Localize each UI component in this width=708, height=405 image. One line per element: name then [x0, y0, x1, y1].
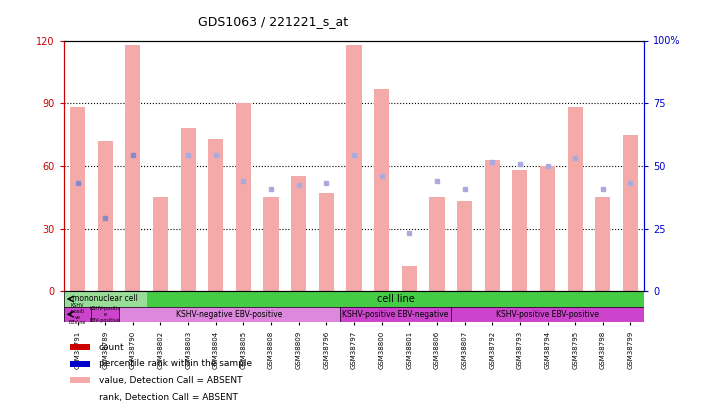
Bar: [153, 197, 168, 291]
Bar: [401, 266, 417, 291]
Text: GDS1063 / 221221_s_at: GDS1063 / 221221_s_at: [198, 15, 348, 28]
Bar: [69, 344, 90, 350]
Text: GSM38796: GSM38796: [324, 331, 329, 369]
Text: GSM38798: GSM38798: [600, 331, 606, 369]
Bar: [513, 170, 527, 291]
Text: GSM38800: GSM38800: [379, 331, 384, 369]
Bar: [98, 141, 113, 291]
Bar: [457, 201, 472, 291]
Text: GSM38806: GSM38806: [434, 331, 440, 369]
Text: GSM38805: GSM38805: [241, 331, 246, 369]
Text: GSM38809: GSM38809: [296, 331, 302, 369]
Text: GSM38792: GSM38792: [489, 331, 495, 369]
Bar: [595, 197, 610, 291]
Text: mononuclear cell: mononuclear cell: [72, 294, 138, 303]
Text: GSM38791: GSM38791: [74, 331, 81, 369]
Text: KSHV-positiv
e
EBV-positive: KSHV-positiv e EBV-positive: [90, 306, 121, 322]
Bar: [69, 377, 90, 384]
Text: GSM38794: GSM38794: [544, 331, 551, 369]
Bar: [125, 45, 140, 291]
Bar: [429, 197, 445, 291]
Bar: [319, 193, 334, 291]
Bar: [69, 361, 90, 367]
Text: GSM38804: GSM38804: [213, 331, 219, 369]
Text: KSHV-positive EBV-positive: KSHV-positive EBV-positive: [496, 310, 599, 319]
Text: KSHV-positive EBV-negative: KSHV-positive EBV-negative: [342, 310, 449, 319]
Bar: [263, 197, 279, 291]
Bar: [64, 291, 644, 307]
Bar: [208, 139, 223, 291]
Text: cell line: cell line: [377, 294, 414, 304]
Text: GSM38789: GSM38789: [102, 331, 108, 369]
Bar: [374, 89, 389, 291]
Text: rank, Detection Call = ABSENT: rank, Detection Call = ABSENT: [98, 393, 237, 402]
Bar: [181, 128, 195, 291]
Bar: [236, 103, 251, 291]
Text: GSM38801: GSM38801: [406, 331, 412, 369]
Text: KSHV
-positi
ve
EBV-ne: KSHV -positi ve EBV-ne: [69, 303, 86, 326]
Bar: [291, 176, 307, 291]
Bar: [346, 45, 362, 291]
Text: count: count: [98, 343, 124, 352]
Text: GSM38799: GSM38799: [627, 331, 634, 369]
Text: value, Detection Call = ABSENT: value, Detection Call = ABSENT: [98, 376, 242, 385]
Text: GSM38790: GSM38790: [130, 331, 136, 369]
Bar: [484, 160, 500, 291]
Bar: [540, 166, 555, 291]
Text: GSM38802: GSM38802: [157, 331, 164, 369]
Text: GSM38808: GSM38808: [268, 331, 274, 369]
Bar: [69, 394, 90, 400]
Bar: [623, 134, 638, 291]
Text: GSM38803: GSM38803: [185, 331, 191, 369]
Text: KSHV-negative EBV-positive: KSHV-negative EBV-positive: [176, 310, 282, 319]
Bar: [568, 107, 583, 291]
Text: GSM38795: GSM38795: [572, 331, 578, 369]
Text: GSM38807: GSM38807: [462, 331, 467, 369]
Bar: [70, 107, 85, 291]
Text: GSM38793: GSM38793: [517, 331, 523, 369]
Text: GSM38797: GSM38797: [351, 331, 357, 369]
Text: percentile rank within the sample: percentile rank within the sample: [98, 359, 251, 368]
